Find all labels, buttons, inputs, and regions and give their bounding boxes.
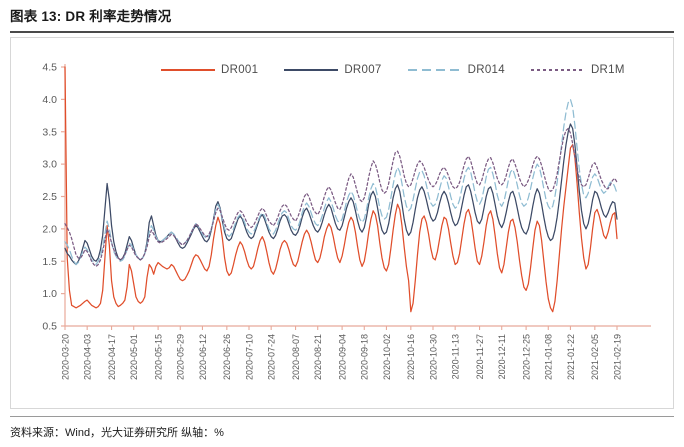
x-tick-label: 2020-04-17 [107, 334, 117, 380]
y-tick-label: 2.0 [42, 223, 57, 235]
legend-label-dr1m: DR1M [590, 64, 625, 76]
x-tick-label: 2020-08-07 [291, 334, 301, 380]
x-tick-label: 2020-05-29 [176, 334, 186, 380]
legend-item-dr001: DR001 [161, 64, 258, 76]
footer-divider [10, 416, 674, 417]
x-tick-label: 2021-02-05 [590, 334, 600, 380]
x-tick-label: 2020-06-26 [222, 334, 232, 380]
legend-label-dr007: DR007 [344, 64, 382, 76]
legend-label-dr014: DR014 [467, 64, 505, 76]
legend-swatch-dr001 [161, 69, 215, 71]
x-tick-label: 2020-10-30 [428, 334, 438, 380]
legend-swatch-dr1m [530, 69, 585, 71]
x-tick-label: 2020-09-18 [360, 334, 370, 380]
series-line-dr001 [64, 66, 618, 313]
y-tick-label: 3.0 [42, 159, 57, 171]
series-line-dr1m [64, 127, 618, 268]
y-tick-label: 1.0 [42, 288, 57, 300]
legend-label-dr001: DR001 [221, 64, 259, 76]
source-note: 资料来源：Wind，光大证券研究所 纵轴：% [10, 427, 224, 439]
x-tick-label: 2020-12-25 [522, 334, 532, 380]
chart-legend: DR001 DR007 DR014 DR1M [161, 64, 625, 76]
y-tick-label: 4.5 [42, 62, 57, 74]
x-tick-label: 2020-10-02 [382, 334, 392, 380]
x-tick-label: 2020-09-04 [338, 334, 348, 380]
chart-plot: 0.5 1.0 1.5 2.0 2.5 3.0 3.5 4.0 4.5 2020-03-20 202… [42, 62, 651, 380]
legend-item-dr007: DR007 [284, 64, 381, 76]
legend-item-dr014: DR014 [407, 64, 505, 76]
x-tick-label: 2020-11-27 [475, 334, 485, 379]
chart-frame: DR001 DR007 DR014 DR1M 0.5 1.0 1.5 2.0 2.5 3.… [10, 37, 674, 409]
x-tick-label: 2020-05-01 [129, 334, 139, 380]
title-divider [10, 31, 674, 33]
series-line-dr014 [64, 98, 618, 266]
x-tick-label: 2020-06-12 [198, 334, 208, 380]
x-tick-label: 2020-03-20 [60, 334, 70, 380]
y-tick-label: 4.0 [42, 94, 57, 106]
x-tick-label: 2020-12-11 [497, 334, 507, 379]
x-tick-label: 2021-01-22 [566, 334, 576, 380]
legend-swatch-dr014 [407, 69, 462, 71]
page-title: 图表 13: DR 利率走势情况 [10, 9, 172, 24]
x-tick-label: 2020-04-03 [83, 334, 93, 380]
x-tick-label: 2020-10-16 [406, 334, 416, 380]
title-block: 图表 13: DR 利率走势情况 [10, 8, 674, 33]
x-tick-label: 2020-08-21 [313, 334, 323, 380]
x-tick-label: 2021-02-19 [612, 334, 622, 380]
y-tick-label: 2.5 [42, 191, 57, 203]
x-tick-label: 2020-11-13 [451, 334, 461, 379]
x-tick-label: 2021-01-08 [544, 334, 554, 380]
y-tick-label: 3.5 [42, 126, 57, 138]
x-tick-label: 2020-07-10 [244, 334, 254, 380]
x-tick-label: 2020-05-15 [154, 334, 164, 380]
legend-swatch-dr007 [284, 69, 339, 71]
x-tick-label: 2020-07-24 [267, 334, 277, 380]
y-tick-label: 1.5 [42, 256, 57, 268]
y-tick-label: 0.5 [42, 321, 57, 333]
legend-item-dr1m: DR1M [530, 64, 625, 76]
